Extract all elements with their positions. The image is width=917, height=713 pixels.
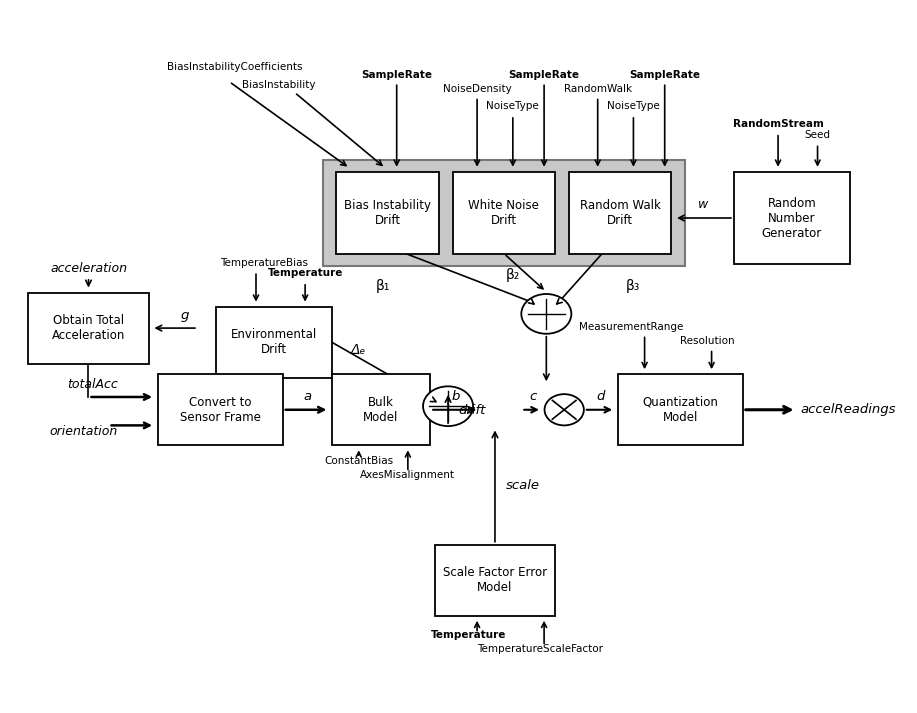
Circle shape: [423, 386, 473, 426]
FancyBboxPatch shape: [618, 374, 743, 446]
Circle shape: [522, 294, 571, 334]
Text: Random
Number
Generator: Random Number Generator: [762, 197, 823, 240]
Text: c: c: [529, 390, 536, 403]
Text: β₃: β₃: [626, 279, 641, 292]
FancyBboxPatch shape: [734, 172, 850, 265]
Text: Obtain Total
Acceleration: Obtain Total Acceleration: [51, 314, 126, 342]
Text: Environmental
Drift: Environmental Drift: [231, 328, 317, 356]
Text: a: a: [304, 390, 312, 403]
Text: orientation: orientation: [50, 424, 117, 438]
FancyBboxPatch shape: [452, 172, 556, 254]
Text: NoiseType: NoiseType: [607, 101, 660, 111]
Text: BiasInstability: BiasInstability: [241, 80, 315, 90]
Text: SampleRate: SampleRate: [361, 69, 432, 80]
FancyBboxPatch shape: [158, 374, 282, 446]
Text: Scale Factor Error
Model: Scale Factor Error Model: [443, 566, 547, 594]
Text: NoiseDensity: NoiseDensity: [443, 83, 512, 93]
FancyBboxPatch shape: [323, 160, 685, 265]
Text: MeasurementRange: MeasurementRange: [579, 322, 683, 332]
Text: Δₑ: Δₑ: [351, 342, 367, 356]
Text: White Noise
Drift: White Noise Drift: [469, 199, 539, 227]
Text: g: g: [181, 309, 189, 322]
Text: acceleration: acceleration: [50, 262, 127, 275]
FancyBboxPatch shape: [337, 172, 439, 254]
Text: Temperature: Temperature: [430, 630, 506, 640]
Text: β₁: β₁: [376, 279, 391, 292]
Text: Resolution: Resolution: [679, 336, 735, 346]
Text: drift: drift: [458, 404, 486, 416]
Text: AxesMisalignment: AxesMisalignment: [360, 470, 456, 480]
Text: Convert to
Sensor Frame: Convert to Sensor Frame: [180, 396, 260, 424]
Text: BiasInstabilityCoefficients: BiasInstabilityCoefficients: [167, 63, 303, 73]
Text: Seed: Seed: [804, 130, 831, 140]
Text: scale: scale: [505, 478, 540, 491]
Text: Temperature: Temperature: [268, 268, 343, 278]
FancyBboxPatch shape: [435, 545, 556, 616]
FancyBboxPatch shape: [28, 292, 149, 364]
Text: totalAcc: totalAcc: [67, 379, 117, 391]
Text: SampleRate: SampleRate: [629, 69, 701, 80]
FancyBboxPatch shape: [332, 374, 430, 446]
Text: Quantization
Model: Quantization Model: [643, 396, 718, 424]
Text: d: d: [597, 390, 605, 403]
Text: Bias Instability
Drift: Bias Instability Drift: [344, 199, 431, 227]
Text: SampleRate: SampleRate: [509, 69, 580, 80]
Text: TemperatureBias: TemperatureBias: [220, 257, 308, 267]
Circle shape: [545, 394, 584, 426]
Text: β₂: β₂: [505, 268, 520, 282]
Text: RandomWalk: RandomWalk: [564, 83, 632, 93]
Text: accelReadings: accelReadings: [801, 404, 897, 416]
Text: Bulk
Model: Bulk Model: [363, 396, 399, 424]
Text: RandomStream: RandomStream: [733, 119, 823, 129]
FancyBboxPatch shape: [569, 172, 671, 254]
Text: ConstantBias: ConstantBias: [325, 456, 393, 466]
Text: b: b: [452, 390, 460, 403]
Text: Random Walk
Drift: Random Walk Drift: [580, 199, 660, 227]
Text: w: w: [698, 198, 708, 211]
Text: NoiseType: NoiseType: [486, 101, 539, 111]
FancyBboxPatch shape: [215, 307, 332, 378]
Text: TemperatureScaleFactor: TemperatureScaleFactor: [477, 644, 602, 654]
